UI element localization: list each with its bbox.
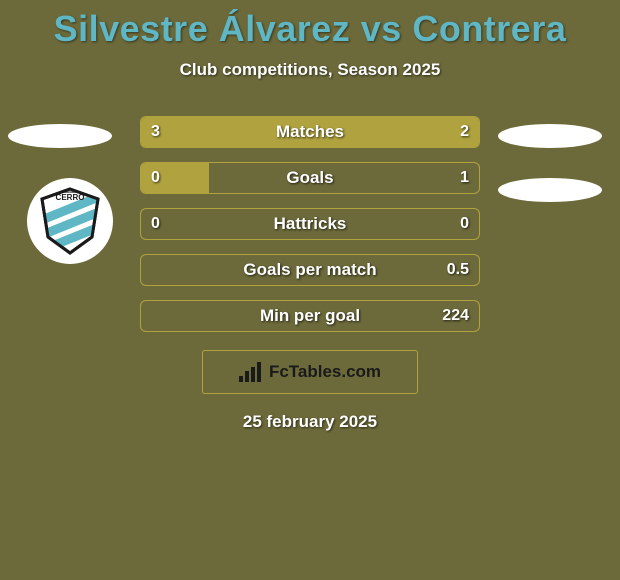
stat-value-left: 3 [151, 123, 160, 141]
stat-row: 0 1 Goals [140, 162, 480, 194]
stat-rows: 3 2 Matches 0 1 Goals 0 0 Hattricks 0.5 Goals per … [140, 116, 480, 332]
stat-label: Goals [286, 168, 333, 188]
stat-row: 3 2 Matches [140, 116, 480, 148]
club-badge-svg: CERRO [34, 185, 106, 257]
decorative-orb [498, 178, 602, 202]
stat-label: Min per goal [260, 306, 360, 326]
stat-row: 0 0 Hattricks [140, 208, 480, 240]
decorative-orb [498, 124, 602, 148]
stat-value-left: 0 [151, 215, 160, 233]
badge-text: CERRO [56, 193, 85, 202]
brand-text: FcTables.com [269, 362, 381, 382]
stat-value-left: 0 [151, 169, 160, 187]
decorative-orb [8, 124, 112, 148]
stat-fill-right [344, 117, 479, 147]
stat-row: 0.5 Goals per match [140, 254, 480, 286]
brand-prefix: Fc [269, 362, 289, 381]
club-badge: CERRO [27, 178, 113, 264]
brand-suffix: Tables.com [289, 362, 381, 381]
comparison-title: Silvestre Álvarez vs Contrera [0, 0, 620, 50]
stat-value-right: 224 [442, 307, 469, 325]
stat-value-right: 2 [460, 123, 469, 141]
stat-value-right: 1 [460, 169, 469, 187]
stat-value-right: 0 [460, 215, 469, 233]
stat-row: 224 Min per goal [140, 300, 480, 332]
comparison-subtitle: Club competitions, Season 2025 [0, 60, 620, 80]
bar-chart-icon [239, 362, 263, 382]
stat-label: Matches [276, 122, 344, 142]
brand-box: FcTables.com [202, 350, 418, 394]
stat-value-right: 0.5 [447, 261, 469, 279]
stat-label: Goals per match [243, 260, 376, 280]
stat-label: Hattricks [274, 214, 347, 234]
comparison-date: 25 february 2025 [0, 412, 620, 432]
